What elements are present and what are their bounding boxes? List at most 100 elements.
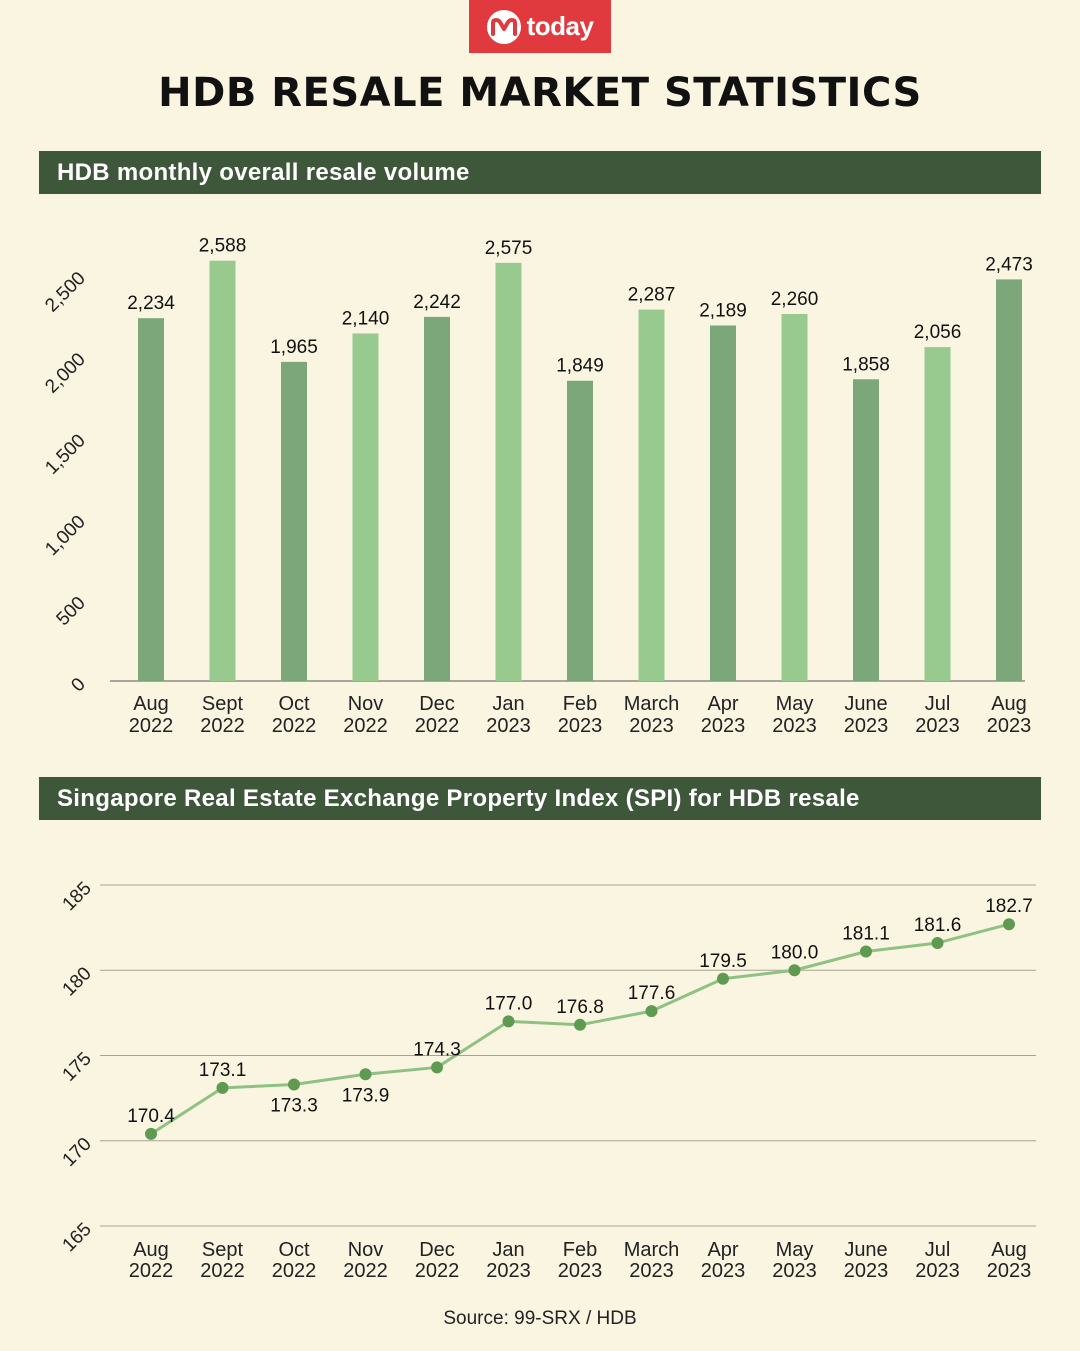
bar-value-label: 2,140 xyxy=(342,308,390,329)
x-tick-label-month: June xyxy=(844,693,887,715)
data-point xyxy=(717,972,729,985)
x-tick-label-year: 2022 xyxy=(415,715,460,737)
point-value-label: 173.3 xyxy=(270,1095,318,1116)
x-tick-label-month: Nov xyxy=(348,693,384,715)
bar-value-label: 2,473 xyxy=(985,254,1033,275)
point-value-label: 182.7 xyxy=(985,896,1033,917)
bar xyxy=(424,316,450,681)
data-point xyxy=(359,1068,372,1081)
x-tick-label-month: Aug xyxy=(133,693,169,715)
x-tick-label-month: Nov xyxy=(348,1239,384,1261)
point-value-label: 181.6 xyxy=(914,915,962,936)
logo-mark-icon xyxy=(486,9,521,44)
bar xyxy=(924,347,951,681)
x-tick-label-month: Jul xyxy=(925,1239,951,1261)
y-tick-label: 170 xyxy=(59,1134,96,1171)
bar-value-label: 2,287 xyxy=(628,285,676,306)
x-tick-label-year: 2023 xyxy=(486,1260,531,1282)
bar xyxy=(495,262,522,681)
x-tick-label-month: March xyxy=(624,1239,680,1261)
point-value-label: 177.6 xyxy=(628,983,676,1004)
point-value-label: 179.5 xyxy=(699,951,747,972)
data-point xyxy=(145,1127,157,1140)
bar-value-label: 2,588 xyxy=(199,236,247,257)
data-point xyxy=(216,1081,229,1094)
bar-value-label: 2,575 xyxy=(485,238,533,259)
x-tick-label-month: Oct xyxy=(278,1239,310,1261)
bar xyxy=(567,380,593,681)
x-tick-label-month: Sept xyxy=(202,1239,244,1261)
x-tick-label-year: 2022 xyxy=(129,715,174,737)
x-tick-label-month: Jul xyxy=(925,693,951,715)
x-tick-label-year: 2023 xyxy=(987,1260,1032,1282)
bar xyxy=(781,313,808,681)
x-tick-label-year: 2023 xyxy=(558,715,603,737)
data-point xyxy=(431,1061,443,1074)
bar-value-label: 2,260 xyxy=(771,289,819,310)
data-point xyxy=(502,1015,515,1028)
point-value-label: 174.3 xyxy=(413,1039,461,1060)
data-point xyxy=(860,945,872,958)
y-tick-label: 2,000 xyxy=(41,349,89,397)
x-tick-label-year: 2022 xyxy=(272,715,317,737)
y-tick-label: 1,000 xyxy=(41,512,89,560)
x-tick-label-month: March xyxy=(624,693,680,715)
spi-header: Singapore Real Estate Exchange Property … xyxy=(39,777,1041,820)
x-tick-label-month: Jan xyxy=(492,693,524,715)
resale-volume-header: HDB monthly overall resale volume xyxy=(39,151,1041,194)
x-tick-label-year: 2023 xyxy=(701,715,746,737)
today-logo: today xyxy=(469,0,611,53)
spi-line-chart: 165170175180185170.4Aug2022173.1Sept2022… xyxy=(59,878,1036,1282)
bar-value-label: 1,858 xyxy=(842,354,890,375)
x-tick-label-year: 2022 xyxy=(129,1260,174,1282)
bar xyxy=(352,333,379,681)
bar-value-label: 1,849 xyxy=(556,356,604,377)
x-tick-label-month: Feb xyxy=(563,1239,597,1261)
x-tick-label-year: 2023 xyxy=(486,715,531,737)
y-tick-label: 175 xyxy=(59,1048,96,1085)
x-tick-label-year: 2023 xyxy=(772,1260,817,1282)
point-value-label: 176.8 xyxy=(556,997,604,1018)
data-point xyxy=(645,1005,658,1018)
bar xyxy=(996,279,1022,681)
bar xyxy=(281,361,307,681)
source-note: Source: 99-SRX / HDB xyxy=(443,1308,637,1329)
point-value-label: 173.1 xyxy=(199,1060,247,1081)
y-tick-label: 180 xyxy=(59,963,96,1000)
data-point xyxy=(788,964,801,977)
x-tick-label-year: 2023 xyxy=(915,715,960,737)
x-tick-label-month: Oct xyxy=(278,693,310,715)
x-tick-label-month: Sept xyxy=(202,693,244,715)
x-tick-label-year: 2022 xyxy=(343,715,388,737)
x-tick-label-month: May xyxy=(776,1239,814,1261)
x-tick-label-month: June xyxy=(844,1239,887,1261)
x-tick-label-year: 2023 xyxy=(844,1260,889,1282)
x-tick-label-year: 2023 xyxy=(772,715,817,737)
spi-title: Singapore Real Estate Exchange Property … xyxy=(57,784,860,812)
bar-value-label: 2,189 xyxy=(699,301,747,322)
x-tick-label-year: 2023 xyxy=(629,715,674,737)
resale-volume-title: HDB monthly overall resale volume xyxy=(57,158,470,186)
bar-value-label: 1,965 xyxy=(270,337,318,358)
data-point xyxy=(1003,918,1015,931)
x-tick-label-year: 2022 xyxy=(272,1260,317,1282)
bar xyxy=(710,325,736,681)
point-value-label: 170.4 xyxy=(127,1106,175,1127)
page-title: HDB RESALE MARKET STATISTICS xyxy=(158,70,922,116)
x-tick-label-year: 2023 xyxy=(558,1260,603,1282)
bar xyxy=(638,309,665,681)
data-point xyxy=(288,1078,300,1091)
bar xyxy=(138,318,164,681)
x-tick-label-month: Apr xyxy=(707,1239,738,1261)
point-value-label: 177.0 xyxy=(485,993,533,1014)
x-tick-label-month: Feb xyxy=(563,693,597,715)
bar xyxy=(853,379,879,681)
x-tick-label-year: 2023 xyxy=(701,1260,746,1282)
y-tick-label: 2,500 xyxy=(41,268,89,316)
bar-value-label: 2,242 xyxy=(413,292,461,313)
x-tick-label-year: 2022 xyxy=(200,1260,245,1282)
x-tick-label-year: 2023 xyxy=(915,1260,960,1282)
x-tick-label-month: Jan xyxy=(492,1239,524,1261)
data-point xyxy=(931,936,944,949)
